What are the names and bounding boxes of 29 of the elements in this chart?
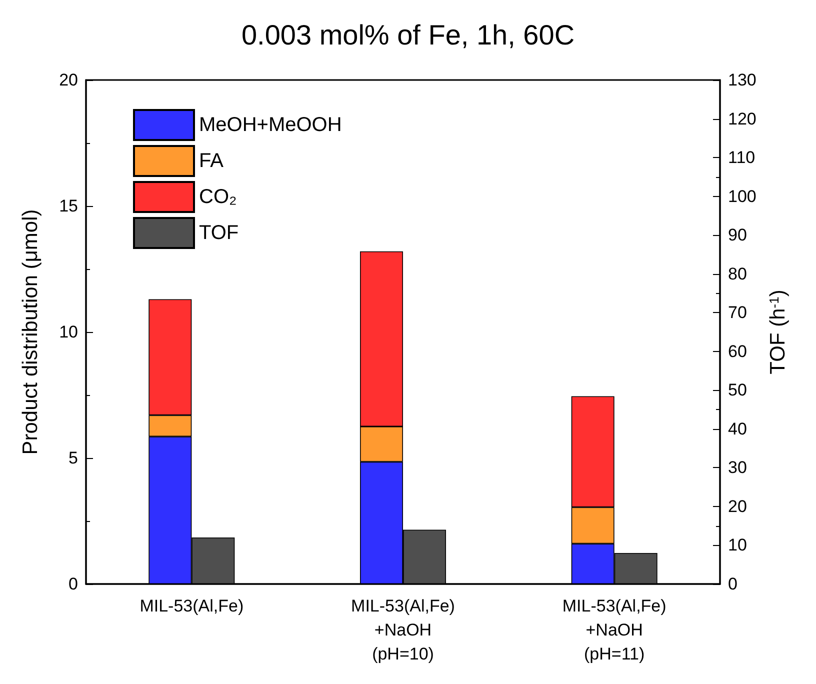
legend-label: MeOH+MeOOH xyxy=(199,114,342,136)
y-tick-label: 10 xyxy=(59,322,78,342)
y2-tick-label: 90 xyxy=(728,226,747,245)
y-tick-label: 20 xyxy=(59,70,78,90)
x-tick-label: MIL-53(Al,Fe) xyxy=(140,596,244,616)
y2-tick-label: 0 xyxy=(728,574,738,594)
chart-title: 0.003 mol% of Fe, 1h, 60C xyxy=(241,20,575,50)
y2-tick-label: 120 xyxy=(728,109,756,128)
y2-tick-label: 40 xyxy=(728,419,747,438)
y-tick-label: 5 xyxy=(68,448,78,468)
y2-tick-label: 20 xyxy=(728,496,747,516)
y2-tick-label: 110 xyxy=(728,148,756,168)
y-tick-label: 15 xyxy=(59,196,78,216)
y2-tick-label: 100 xyxy=(728,186,756,206)
y-tick-label: 0 xyxy=(68,574,78,594)
legend-label: TOF xyxy=(199,222,239,244)
x-tick-label: MIL-53(Al,Fe) +NaOH (pH=10) xyxy=(351,596,455,664)
y2-tick-label: 130 xyxy=(728,70,756,90)
y2-tick-label: 10 xyxy=(728,536,747,555)
y2-tick-label: 70 xyxy=(728,303,747,322)
legend-label: CO₂ xyxy=(199,186,237,208)
y2-tick-label: 50 xyxy=(728,380,747,400)
y2-tick-label: 60 xyxy=(728,342,747,361)
y-axis-title: Product distribution (μmol) xyxy=(19,209,42,455)
legend-label: FA xyxy=(199,150,224,172)
x-tick-label: MIL-53(Al,Fe) +NaOH (pH=11) xyxy=(562,596,666,664)
y2-tick-label: 80 xyxy=(728,264,747,284)
y2-tick-label: 30 xyxy=(728,458,747,478)
y2-axis-title: TOF (h-1) xyxy=(766,290,790,374)
